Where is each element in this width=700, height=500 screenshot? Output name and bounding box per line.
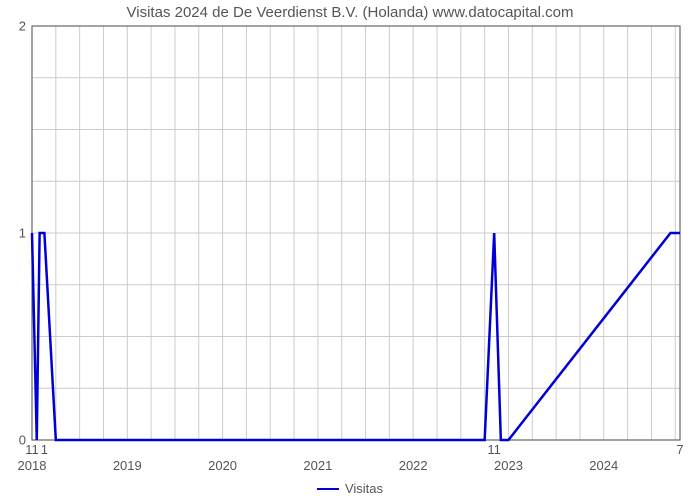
- x-tick-label: 2024: [589, 458, 618, 473]
- legend-line-swatch: [317, 488, 339, 490]
- visits-chart: Visitas 2024 de De Veerdienst B.V. (Hola…: [0, 0, 700, 500]
- x-tick-label: 2022: [399, 458, 428, 473]
- chart-svg: [32, 26, 680, 440]
- data-point-label: 7: [676, 442, 683, 457]
- x-tick-label: 2023: [494, 458, 523, 473]
- x-tick-label: 2020: [208, 458, 237, 473]
- plot-area: 0122018201920202021202220232024111117: [32, 26, 680, 440]
- x-tick-label: 2018: [18, 458, 47, 473]
- data-point-label: 11: [487, 442, 501, 457]
- legend-label: Visitas: [345, 481, 383, 496]
- data-point-label: 11: [25, 442, 39, 457]
- data-point-label: 1: [41, 442, 48, 457]
- legend: Visitas: [317, 481, 383, 496]
- y-tick-label: 1: [19, 226, 32, 241]
- x-tick-label: 2019: [113, 458, 142, 473]
- x-tick-label: 2021: [303, 458, 332, 473]
- chart-title: Visitas 2024 de De Veerdienst B.V. (Hola…: [0, 4, 700, 21]
- y-tick-label: 2: [19, 19, 32, 34]
